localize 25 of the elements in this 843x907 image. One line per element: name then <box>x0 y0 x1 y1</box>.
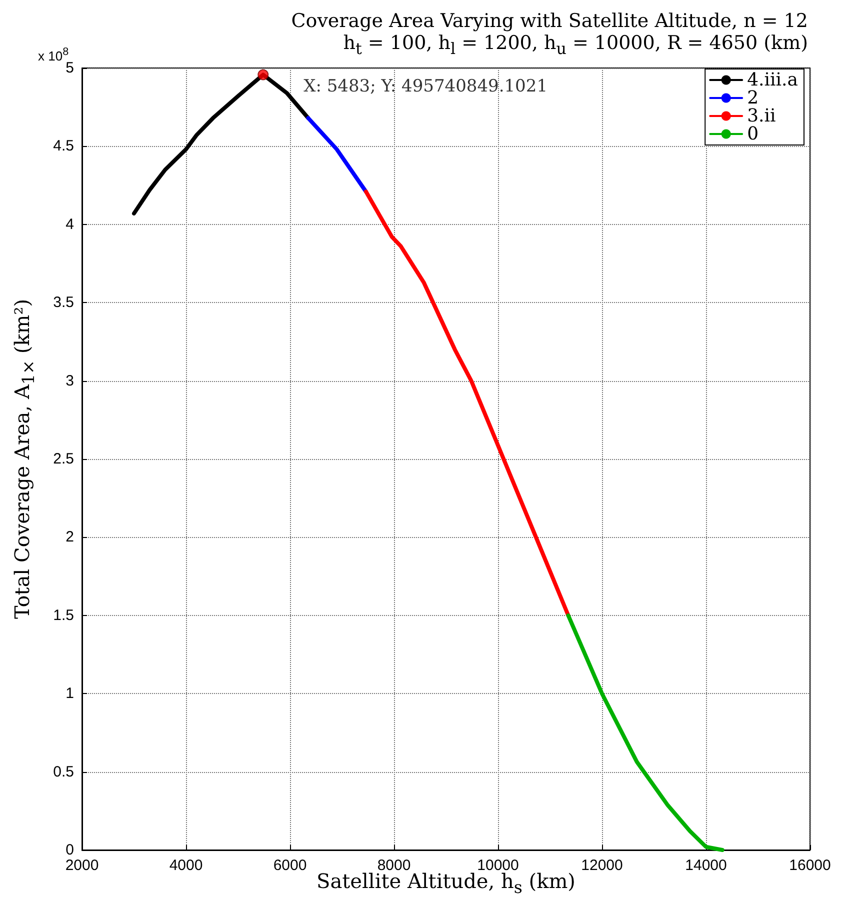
y-tick-label: 4 <box>66 216 74 233</box>
legend-label: 3.ii <box>747 106 776 126</box>
y-tick-label: 1.5 <box>53 606 74 624</box>
y-tick-label: 3 <box>66 372 74 390</box>
y-tick-label: 0.5 <box>53 763 74 780</box>
y-tick-label: 0 <box>66 842 74 858</box>
y-tick-label: 2.5 <box>53 450 74 468</box>
chart-subtitle: h$_{t}$ = 100, h$_{l}$ = 1200, h$_{u}$ = 10000, R = 4650 (km) <box>342 32 808 58</box>
chart-title: Coverage Area Varying with Satellite Altitude, n = 12 <box>291 10 808 32</box>
x-tick-label: 12000 <box>581 857 623 874</box>
legend-label: 0 <box>747 124 759 144</box>
legend-label: 2 <box>747 88 759 108</box>
y-tick-label: 3.5 <box>53 294 74 312</box>
legend-label: 4.iii.a <box>747 70 798 90</box>
x-tick-label: 6000 <box>273 857 307 874</box>
x-tick-label: 14000 <box>685 857 727 874</box>
line-series <box>566 613 724 852</box>
x-tick-label: 16000 <box>789 857 831 874</box>
x-tick-label: 2000 <box>65 857 99 874</box>
line-series <box>364 190 570 618</box>
y-tick-label: 4.5 <box>53 138 74 155</box>
y-tick-label: 2 <box>66 528 74 546</box>
annotation: X: 5483; Y: 495740849.1021 <box>304 76 548 97</box>
y-tick-label: 1 <box>66 685 74 702</box>
x-tick-label: 4000 <box>169 857 203 874</box>
